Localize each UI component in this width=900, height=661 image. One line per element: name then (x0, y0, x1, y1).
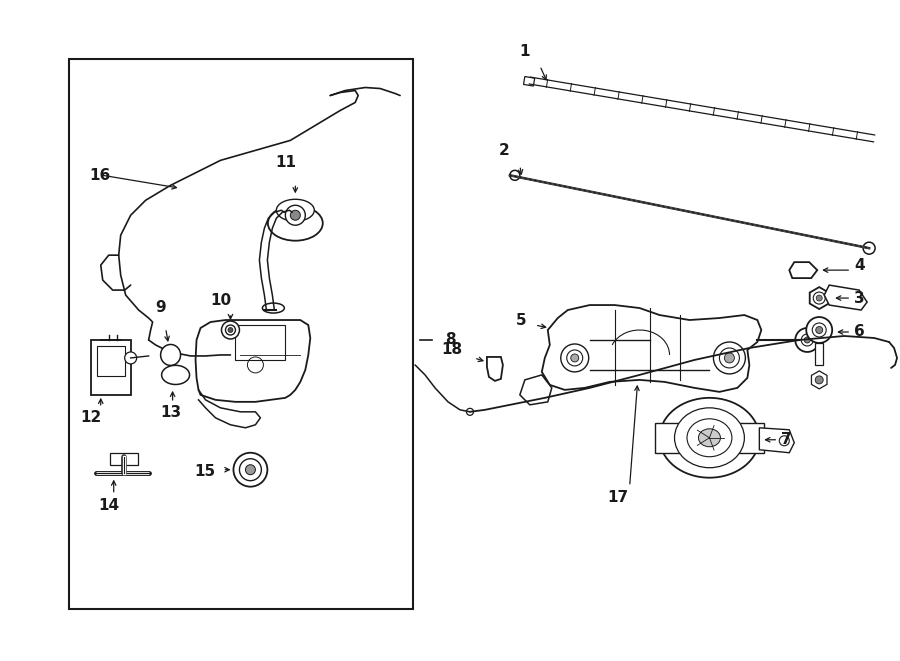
Text: 10: 10 (210, 293, 231, 308)
Circle shape (719, 348, 740, 368)
Bar (91, 340, 130, 395)
Polygon shape (760, 428, 795, 453)
Circle shape (815, 327, 823, 334)
Ellipse shape (268, 206, 323, 241)
Polygon shape (520, 375, 552, 405)
Text: 12: 12 (80, 410, 102, 425)
Text: 15: 15 (194, 464, 215, 479)
Bar (236, 325, 285, 360)
Ellipse shape (674, 408, 744, 468)
Circle shape (816, 295, 823, 301)
Polygon shape (487, 357, 503, 381)
Circle shape (571, 354, 579, 362)
Polygon shape (812, 371, 827, 389)
Bar (68, 59, 413, 609)
Polygon shape (824, 285, 867, 310)
Circle shape (815, 376, 824, 384)
Text: 4: 4 (854, 258, 865, 272)
Bar (110, 453, 138, 465)
Circle shape (285, 206, 305, 225)
Circle shape (801, 334, 814, 346)
Circle shape (233, 453, 267, 486)
Text: 6: 6 (854, 325, 865, 340)
Polygon shape (542, 305, 761, 392)
Polygon shape (810, 287, 829, 309)
Polygon shape (789, 262, 817, 278)
Text: 8: 8 (445, 332, 455, 348)
Bar (815, 343, 824, 365)
Text: 9: 9 (156, 300, 166, 315)
Text: 17: 17 (608, 490, 628, 504)
Polygon shape (162, 366, 190, 385)
Bar (654, 423, 764, 453)
Circle shape (806, 317, 832, 343)
Circle shape (125, 352, 137, 364)
Ellipse shape (698, 429, 720, 447)
Circle shape (221, 321, 239, 339)
Polygon shape (160, 344, 181, 366)
Polygon shape (195, 320, 310, 402)
Circle shape (779, 436, 789, 446)
Bar (96, 346, 125, 376)
Ellipse shape (263, 303, 284, 313)
Text: 1: 1 (519, 44, 530, 59)
Circle shape (466, 408, 473, 415)
Text: 5: 5 (517, 313, 526, 327)
Circle shape (239, 459, 261, 481)
Circle shape (228, 327, 233, 332)
Text: 18: 18 (441, 342, 462, 358)
Text: 7: 7 (781, 432, 792, 447)
Circle shape (814, 292, 825, 304)
Text: 13: 13 (160, 405, 181, 420)
Circle shape (805, 337, 810, 343)
Text: 16: 16 (89, 168, 111, 183)
Text: 11: 11 (274, 155, 296, 171)
Ellipse shape (687, 419, 732, 457)
Circle shape (714, 342, 745, 374)
Circle shape (863, 242, 875, 254)
Circle shape (510, 171, 520, 180)
Circle shape (567, 350, 582, 366)
Circle shape (291, 210, 301, 220)
Ellipse shape (660, 398, 760, 478)
Circle shape (226, 325, 236, 335)
Circle shape (812, 323, 826, 337)
Circle shape (724, 353, 734, 363)
Bar (524, 77, 535, 86)
Text: 3: 3 (854, 291, 865, 305)
Circle shape (561, 344, 589, 372)
Ellipse shape (276, 199, 314, 221)
Text: 2: 2 (500, 143, 510, 159)
Circle shape (796, 328, 819, 352)
Circle shape (246, 465, 256, 475)
Text: 14: 14 (98, 498, 120, 513)
